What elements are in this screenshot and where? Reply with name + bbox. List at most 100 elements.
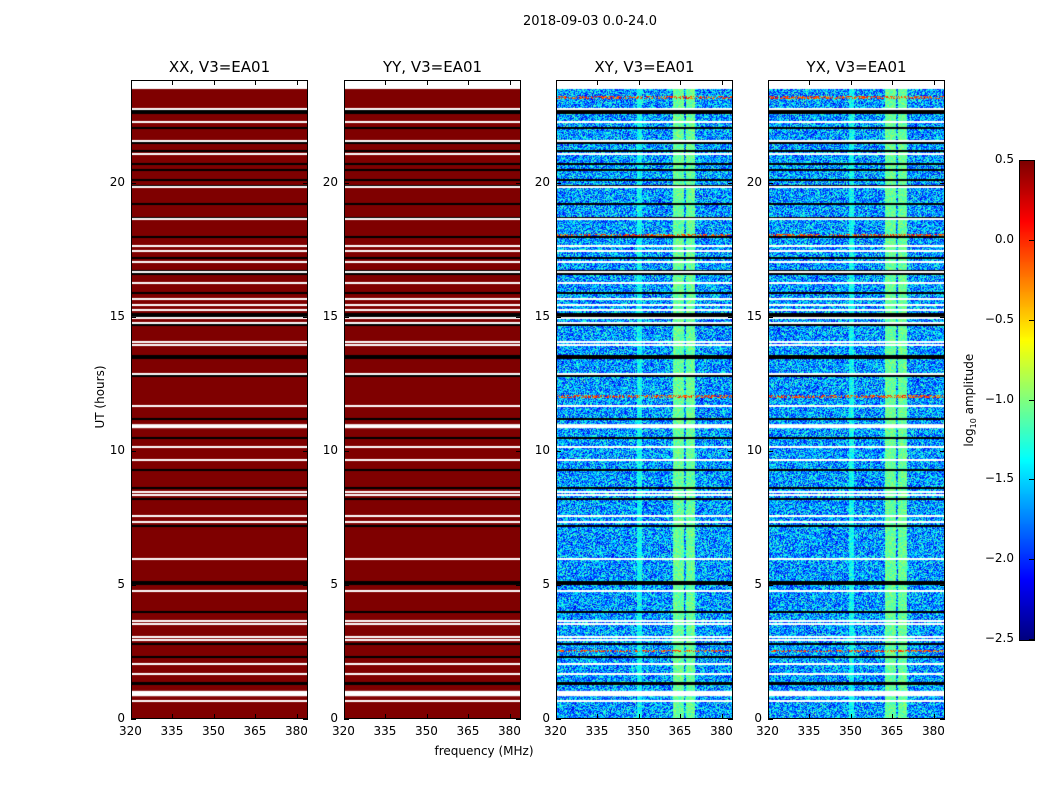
y-tick-label: 15 <box>746 308 762 323</box>
y-tick <box>940 316 945 318</box>
y-tick-label: 20 <box>322 174 338 189</box>
y-tick <box>768 584 773 586</box>
x-tick <box>468 80 470 85</box>
y-tick <box>516 316 521 318</box>
heatmap-image <box>131 80 308 719</box>
y-tick-label: 5 <box>330 576 338 591</box>
y-axis-label: UT (hours) <box>93 365 107 429</box>
x-tick <box>172 714 174 719</box>
x-tick <box>213 714 215 719</box>
colorbar-tick <box>1029 160 1034 161</box>
x-tick <box>721 714 723 719</box>
colorbar-tick <box>1029 319 1034 321</box>
x-tick-label: 350 <box>838 724 862 738</box>
x-tick-label: 380 <box>709 724 733 738</box>
colorbar-tick-label: −2.5 <box>984 631 1014 645</box>
panel-title: XX, V3=EA01 <box>168 58 271 76</box>
y-tick <box>940 719 945 720</box>
y-tick <box>940 450 945 452</box>
x-tick <box>468 714 470 719</box>
x-tick-label: 380 <box>921 724 945 738</box>
x-tick <box>426 80 428 85</box>
panel-title: YX, V3=EA01 <box>806 58 907 76</box>
y-tick <box>516 182 521 184</box>
colorbar <box>1019 160 1035 641</box>
x-tick <box>721 80 723 85</box>
x-tick <box>768 80 769 85</box>
y-tick <box>344 450 349 452</box>
y-tick-label: 10 <box>109 442 125 457</box>
x-tick <box>213 80 215 85</box>
x-tick-label: 350 <box>201 724 225 738</box>
y-tick-label: 20 <box>109 174 125 189</box>
y-tick <box>344 316 349 318</box>
heatmap-panel-1: XX, V3=EA01 320 335 350 365 380 0 5 10 15 20 <box>110 58 308 738</box>
y-tick <box>344 182 349 184</box>
x-tick-label: 365 <box>456 724 480 738</box>
y-tick-label: 20 <box>746 174 762 189</box>
heatmap-panel-3: XY, V3=EA01 320 335 350 365 380 0 5 10 15 20 <box>535 58 733 738</box>
x-tick-label: 335 <box>585 724 609 738</box>
x-tick <box>850 714 852 719</box>
x-tick-label: 365 <box>668 724 692 738</box>
y-tick <box>131 316 136 318</box>
y-tick <box>516 450 521 452</box>
x-tick-label: 320 <box>544 724 567 738</box>
colorbar-tick-label: −2.0 <box>984 551 1014 566</box>
colorbar-tick-label: 0.0 <box>994 231 1014 246</box>
figure-title: 2018-09-03 0.0-24.0 <box>523 14 657 29</box>
y-tick <box>728 316 733 318</box>
y-tick <box>728 182 733 184</box>
y-tick-label: 10 <box>534 442 550 457</box>
x-tick <box>933 80 935 85</box>
y-tick-label: 5 <box>754 576 762 591</box>
y-tick-label: 5 <box>542 576 550 591</box>
colorbar-tick-label: −0.5 <box>984 311 1014 326</box>
y-tick-label: 0 <box>542 711 550 725</box>
x-tick <box>255 80 257 85</box>
x-tick-label: 365 <box>880 724 904 738</box>
x-tick-label: 335 <box>160 724 184 738</box>
y-tick-label: 15 <box>534 308 550 323</box>
y-tick <box>728 450 733 452</box>
x-tick <box>131 714 132 719</box>
y-tick <box>303 316 308 318</box>
x-tick <box>509 80 511 85</box>
y-tick-label: 10 <box>322 442 338 457</box>
colorbar-tick <box>1029 559 1034 561</box>
colorbar-tick <box>1029 239 1034 241</box>
colorbar-tick-label: 0.5 <box>994 152 1014 166</box>
x-tick <box>556 80 557 85</box>
x-tick <box>768 714 769 719</box>
y-tick <box>344 719 349 720</box>
x-tick <box>172 80 174 85</box>
x-tick-label: 335 <box>373 724 397 738</box>
y-tick <box>768 719 773 720</box>
y-tick <box>131 450 136 452</box>
x-tick <box>385 714 387 719</box>
x-tick <box>344 80 345 85</box>
x-tick <box>680 714 682 719</box>
x-tick <box>255 714 257 719</box>
x-tick-label: 350 <box>626 724 650 738</box>
y-tick <box>728 719 733 720</box>
y-tick-label: 0 <box>117 711 125 725</box>
colorbar-label: log10 amplitude <box>961 353 979 447</box>
y-tick <box>556 584 561 586</box>
x-tick <box>296 80 298 85</box>
x-tick <box>509 714 511 719</box>
x-tick-label: 320 <box>119 724 142 738</box>
y-tick <box>768 450 773 452</box>
colorbar-tick-label: −1.5 <box>984 471 1014 486</box>
heatmap-image <box>768 80 945 719</box>
panel-title: XY, V3=EA01 <box>594 58 695 76</box>
x-tick <box>638 714 640 719</box>
y-tick-label: 15 <box>322 308 338 323</box>
panel-title: YY, V3=EA01 <box>382 58 483 76</box>
y-tick <box>556 450 561 452</box>
y-tick <box>516 719 521 720</box>
x-tick <box>809 80 811 85</box>
y-tick <box>768 182 773 184</box>
y-tick <box>131 584 136 586</box>
x-tick <box>850 80 852 85</box>
